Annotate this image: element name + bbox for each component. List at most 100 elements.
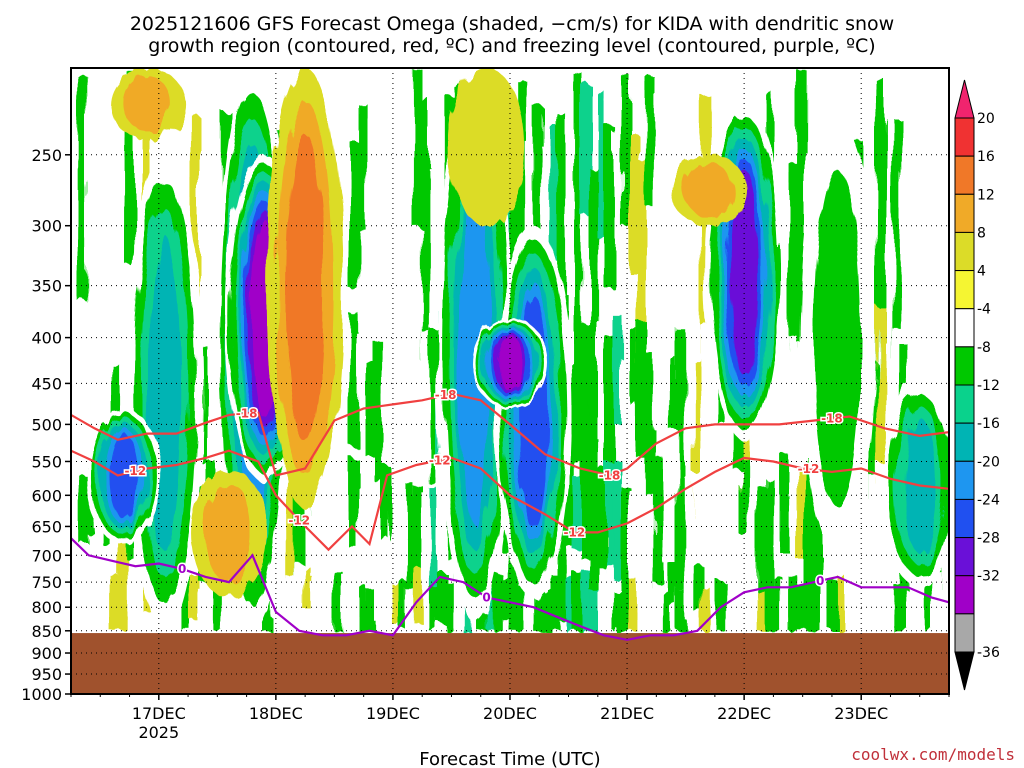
omega-cell — [565, 578, 575, 631]
omega-cell — [772, 576, 783, 631]
omega-cell — [453, 573, 463, 631]
omega-contour-fill — [814, 171, 862, 507]
omega-cell — [397, 88, 408, 273]
omega-cell — [604, 563, 615, 631]
colorbar-label: -32 — [977, 569, 1000, 585]
omega-cell — [413, 337, 423, 497]
dendritic-contour-label: -18 — [435, 388, 457, 402]
y-tick-label: 300 — [31, 217, 62, 236]
omega-cell — [708, 561, 719, 631]
omega-cell — [325, 565, 336, 631]
omega-cell — [517, 586, 527, 631]
omega-cell — [660, 350, 671, 520]
omega-cell — [724, 589, 735, 631]
y-tick-label: 900 — [31, 644, 62, 663]
dendritic-contour-label: -12 — [564, 525, 586, 539]
omega-cell — [557, 113, 567, 318]
omega-cell — [628, 133, 639, 274]
omega-cell — [668, 357, 679, 430]
x-tick-label: 20DEC — [483, 704, 537, 723]
omega-cell — [652, 93, 663, 249]
colorbar-box — [954, 231, 975, 272]
omega-cell — [102, 575, 112, 623]
omega-cell — [134, 564, 144, 631]
omega-cell — [820, 583, 831, 631]
omega-cell — [189, 113, 200, 323]
colorbar-label: -20 — [977, 454, 1000, 470]
omega-cell — [373, 573, 384, 621]
y-tick-label: 450 — [31, 374, 62, 393]
omega-cell — [110, 113, 120, 351]
omega-cell — [692, 360, 703, 516]
dendritic-contour-label: -18 — [599, 468, 621, 482]
omega-cell — [597, 591, 607, 631]
omega-cell — [932, 89, 942, 239]
omega-cell — [804, 455, 815, 582]
omega-cell — [189, 574, 200, 621]
omega-cell — [796, 354, 807, 486]
omega-cell — [118, 584, 128, 631]
omega-cell — [94, 94, 104, 320]
omega-cell — [788, 576, 799, 631]
omega-cell — [373, 341, 384, 482]
omega-cell — [549, 126, 559, 261]
omega-cell — [421, 571, 431, 631]
omega-cell — [597, 468, 607, 568]
omega-cell — [341, 490, 352, 550]
omega-cell — [724, 353, 735, 509]
omega-cell — [285, 480, 296, 579]
omega-cell — [549, 575, 559, 629]
omega-cell — [421, 101, 431, 362]
omega-cell — [221, 576, 232, 631]
omega-cell — [780, 454, 791, 554]
colorbar-label: -28 — [977, 531, 1000, 547]
chart-title-line2: growth region (contoured, red, ºC) and f… — [148, 35, 875, 57]
omega-cell — [429, 586, 439, 631]
y-tick-label: 350 — [31, 277, 62, 296]
chart-title-line1: 2025121606 GFS Forecast Omega (shaded, −… — [130, 13, 894, 35]
omega-cell — [413, 568, 423, 623]
omega-cell — [71, 334, 80, 467]
freezing-level-contour-label: 0 — [816, 574, 824, 588]
omega-cell — [940, 111, 949, 371]
dendritic-contour-label: -18 — [236, 407, 258, 421]
omega-cell — [581, 461, 591, 559]
omega-cell — [892, 583, 902, 631]
omega-cell — [772, 80, 783, 246]
omega-cell — [533, 581, 543, 631]
omega-cell — [509, 165, 519, 332]
colorbar-box — [954, 117, 975, 157]
omega-cell — [804, 561, 815, 631]
omega-cell — [317, 562, 328, 624]
omega-cell — [197, 588, 208, 631]
omega-cell — [612, 315, 623, 425]
omega-shading — [71, 68, 949, 631]
x-tick-label: 17DEC — [132, 704, 186, 723]
omega-cell — [197, 346, 208, 463]
credit-text: coolwx.com/models — [851, 745, 1015, 764]
omega-cell — [716, 465, 727, 596]
y-tick-label: 850 — [31, 622, 62, 641]
omega-cell — [333, 326, 344, 495]
omega-cell — [573, 73, 583, 343]
omega-cell — [644, 76, 655, 207]
omega-contour-fill — [205, 482, 253, 583]
omega-cell — [405, 483, 416, 614]
omega-cell — [301, 566, 312, 608]
omega-cell — [892, 117, 902, 360]
omega-cell — [932, 572, 942, 631]
omega-cell — [836, 574, 847, 631]
omega-cell — [652, 455, 663, 589]
omega-cell — [652, 582, 663, 631]
omega-contour-fill — [286, 134, 325, 443]
omega-cell — [732, 589, 743, 631]
omega-cell — [700, 482, 711, 558]
omega-cell — [102, 159, 112, 346]
omega-cell — [86, 116, 96, 392]
omega-cell — [732, 488, 743, 583]
omega-cell — [118, 323, 128, 489]
contour-lines: -18 -18 -18 -18 -12 -12 -12 -12 -12 0 0 0 — [71, 386, 949, 641]
omega-cell — [525, 141, 535, 272]
omega-cell — [589, 349, 599, 496]
omega-cell — [71, 128, 80, 266]
